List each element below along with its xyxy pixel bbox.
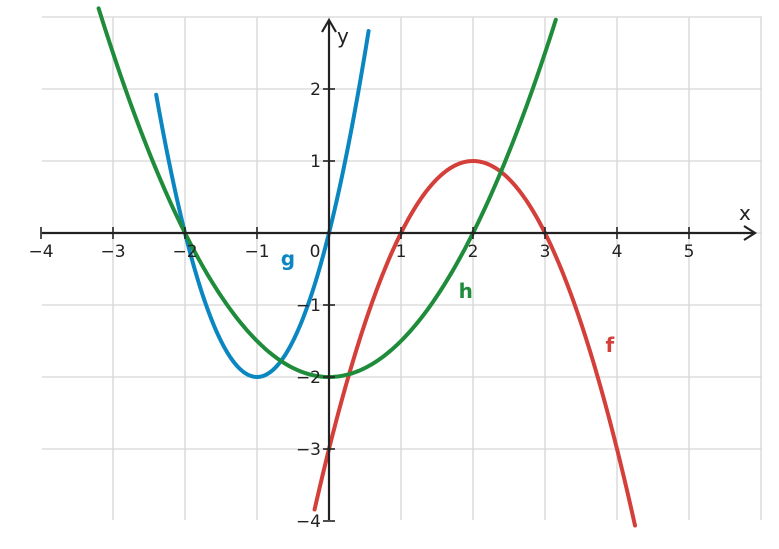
x-axis-arrow-icon [743,225,758,241]
x-tick-label: 4 [612,242,623,262]
y-tick-label: −1 [296,296,321,316]
y-tick-label: −2 [296,368,321,388]
x-tick-label: −4 [28,242,53,262]
curve-f [312,159,637,528]
x-tick-label: 0 [310,242,321,262]
x-axis-label: x [739,201,751,225]
curves [96,6,637,528]
x-tick-label: 1 [396,242,407,262]
curve-labels: f g h [281,246,615,356]
curve-label-f: f [605,333,614,357]
x-tick-label: 3 [540,242,551,262]
y-tick-label: 1 [310,152,321,172]
x-tick-label: −1 [244,242,269,262]
x-tick-label: −3 [100,242,125,262]
y-tick-label: 2 [310,80,321,100]
x-tick-label: −2 [172,242,197,262]
tick-marks: −4 −3 −2 −1 0 1 2 3 4 5 −4 −3 −2 −1 1 2 [28,80,694,532]
y-axis-arrow-icon [321,17,337,33]
curve-h [96,6,558,379]
y-axis-label: y [337,24,349,48]
y-tick-label: −4 [296,512,321,532]
axes: x y [42,17,758,520]
x-tick-label: 5 [684,242,695,262]
curve-label-g: g [281,246,295,270]
y-tick-label: −3 [296,440,321,460]
grid [42,16,762,520]
curve-label-h: h [459,279,473,303]
curve-g [154,29,371,379]
x-tick-label: 2 [468,242,479,262]
